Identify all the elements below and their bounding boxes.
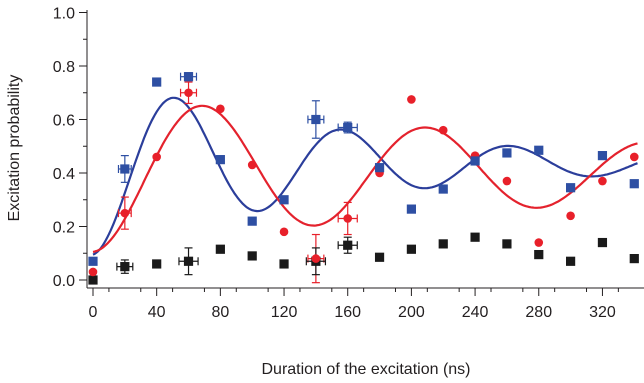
black-point — [406, 244, 416, 254]
black-point — [279, 259, 289, 269]
blue-point — [406, 204, 416, 214]
blue-point — [183, 72, 194, 82]
axes — [86, 10, 644, 289]
blue-point — [215, 155, 225, 165]
red-point — [534, 238, 544, 247]
blue-point — [374, 163, 385, 173]
y-tick-label: 0.8 — [53, 59, 75, 76]
y-tick-label: 0.2 — [53, 220, 75, 237]
y-tick-label: 0.4 — [53, 166, 75, 183]
y-tick-label: 1.0 — [53, 6, 75, 23]
blue-point — [88, 256, 98, 266]
y-tick-label: 0.0 — [53, 273, 75, 290]
blue-point — [629, 179, 639, 189]
x-tick-label: 0 — [89, 304, 98, 321]
red-fit-curve — [92, 104, 638, 253]
x-tick-label: 200 — [398, 304, 425, 321]
y-axis-label: Excitation probability — [6, 75, 23, 222]
black-point — [629, 254, 639, 264]
red-point — [438, 125, 448, 135]
blue-point — [566, 183, 576, 193]
black-point — [343, 240, 353, 250]
error-bars — [116, 72, 358, 284]
black-point — [438, 239, 448, 249]
x-axis-label: Duration of the excitation (ns) — [262, 361, 471, 378]
black-point — [566, 256, 576, 266]
red-point — [343, 214, 353, 223]
x-tick-label: 240 — [462, 304, 489, 321]
blue-point — [438, 184, 448, 194]
red-point — [120, 208, 130, 218]
blue-fit-curve — [92, 96, 638, 256]
blue-point — [120, 164, 130, 174]
red-point — [88, 267, 98, 277]
fit-curves — [92, 96, 638, 256]
blue-point — [343, 122, 353, 133]
blue-point — [279, 195, 289, 205]
x-tick-label: 160 — [334, 304, 361, 321]
black-point — [597, 237, 608, 248]
red-point — [502, 176, 512, 186]
x-tick-label: 80 — [211, 304, 229, 321]
red-point — [629, 152, 639, 162]
blue-point — [247, 216, 257, 226]
blue-point — [152, 77, 162, 87]
y-tick-label: 0.6 — [53, 113, 75, 130]
red-point — [566, 211, 575, 221]
black-point — [374, 252, 385, 262]
black-point — [88, 275, 98, 285]
blue-point — [597, 151, 608, 161]
black-point — [502, 239, 512, 249]
blue-point — [470, 156, 480, 166]
blue-point — [502, 148, 512, 158]
x-tick-label: 40 — [148, 304, 166, 321]
red-point — [311, 254, 321, 263]
blue-point — [311, 114, 321, 125]
x-tick-label: 120 — [271, 304, 298, 321]
blue-point — [534, 145, 544, 155]
red-point — [247, 160, 257, 170]
data-markers — [88, 72, 639, 285]
x-tick-label: 280 — [525, 304, 552, 321]
black-point — [247, 251, 257, 261]
red-point — [407, 95, 416, 104]
black-point — [470, 232, 480, 242]
red-point — [152, 152, 161, 162]
black-point — [152, 259, 162, 269]
ticks: 0 40 80 120 160 200 240 280 320 0.0 0.2 0.4 0.6 0.8 1.… — [53, 6, 619, 321]
black-point — [215, 244, 225, 254]
red-point — [184, 88, 193, 98]
x-tick-label: 320 — [589, 304, 616, 321]
red-point — [216, 104, 225, 114]
black-point — [534, 249, 544, 260]
black-point — [183, 256, 194, 266]
black-point — [120, 262, 130, 272]
red-point — [279, 227, 289, 237]
red-point — [598, 176, 607, 186]
